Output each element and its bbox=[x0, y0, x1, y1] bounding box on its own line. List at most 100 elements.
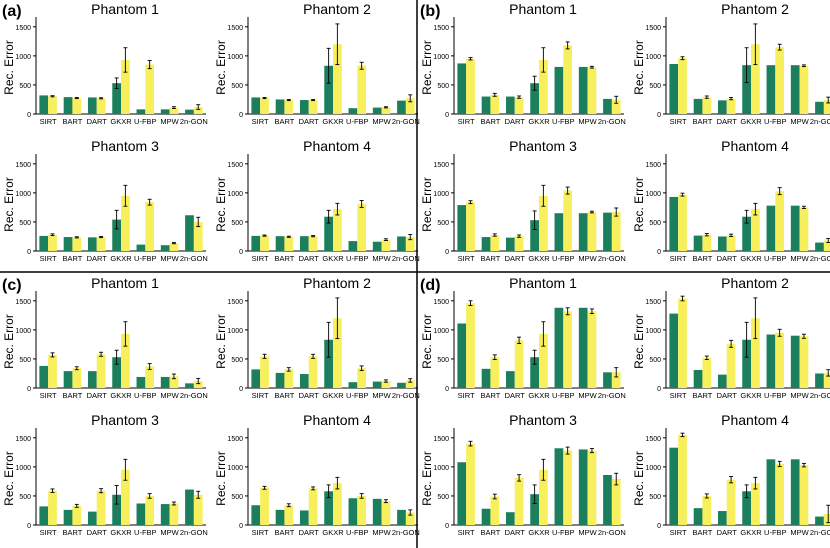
bar-series-a bbox=[136, 503, 146, 525]
bar-series-a bbox=[554, 307, 564, 388]
chart-phantom-3: Phantom 3 Rec. Error 0 500 1000 1500 SIRT BART D… bbox=[420, 412, 626, 537]
bar-series-a bbox=[372, 381, 382, 388]
x-tick-label: DART bbox=[717, 391, 738, 400]
bar-series-a bbox=[790, 459, 800, 525]
panel-label: (c) bbox=[2, 277, 22, 294]
bar-series-b bbox=[751, 483, 760, 525]
y-axis-label: Rec. Error bbox=[632, 451, 646, 506]
bar-series-b bbox=[72, 368, 82, 388]
figure-content: (a) Phantom 1 Rec. Error 0 500 1000 1500 SIRT BA… bbox=[2, 1, 830, 537]
y-axis-label: Rec. Error bbox=[214, 314, 228, 369]
y-tick-label: 1000 bbox=[645, 328, 661, 335]
y-tick-label: 1000 bbox=[227, 465, 243, 472]
chart-title: Phantom 2 bbox=[721, 275, 789, 291]
bar-series-a bbox=[603, 372, 612, 388]
y-tick-label: 1500 bbox=[433, 299, 449, 306]
bar-series-b bbox=[702, 357, 712, 388]
x-tick-label: U-FBP bbox=[346, 254, 369, 263]
bar-series-b bbox=[563, 311, 573, 388]
y-tick-label: 500 bbox=[231, 357, 243, 364]
bar-series-a bbox=[669, 447, 679, 525]
y-tick-label: 500 bbox=[649, 83, 661, 90]
x-tick-label: U-FBP bbox=[134, 391, 157, 400]
bar-series-a bbox=[160, 504, 170, 525]
bar-series-a bbox=[717, 374, 727, 388]
bar-series-b bbox=[121, 469, 130, 525]
x-tick-label: 2n-GON bbox=[180, 528, 208, 537]
x-tick-label: MPW bbox=[578, 528, 597, 537]
bar-series-b bbox=[587, 311, 597, 388]
bar-series-a bbox=[578, 449, 588, 525]
bar-series-a bbox=[39, 235, 49, 251]
bar-series-a bbox=[324, 216, 333, 251]
x-tick-label: 2n-GON bbox=[392, 254, 420, 263]
bar-series-b bbox=[405, 380, 415, 388]
bar-series-a bbox=[63, 97, 73, 114]
bar-series-b bbox=[48, 490, 57, 525]
x-tick-label: 2n-GON bbox=[810, 254, 830, 263]
bar-series-a bbox=[693, 369, 703, 388]
chart-phantom-1: Phantom 1 Rec. Error 0 500 1000 1500 SIRT BART D… bbox=[2, 1, 208, 126]
bar-series-a bbox=[348, 241, 358, 251]
bar-series-a bbox=[530, 357, 539, 388]
y-tick-label: 1500 bbox=[15, 25, 31, 32]
x-tick-label: BART bbox=[692, 117, 712, 126]
y-axis-label: Rec. Error bbox=[420, 451, 434, 506]
x-tick-label: U-FBP bbox=[764, 117, 787, 126]
x-tick-label: U-FBP bbox=[552, 117, 575, 126]
x-tick-label: MPW bbox=[578, 117, 597, 126]
bar-series-b bbox=[48, 354, 57, 388]
x-tick-label: DART bbox=[299, 391, 320, 400]
bar-series-a bbox=[112, 494, 121, 525]
bar-series-a bbox=[693, 98, 703, 114]
bar-series-b bbox=[405, 98, 415, 114]
x-tick-label: GKXR bbox=[528, 254, 550, 263]
x-tick-label: GKXR bbox=[110, 391, 132, 400]
x-tick-label: U-FBP bbox=[346, 117, 369, 126]
bar-series-a bbox=[481, 368, 491, 388]
x-tick-label: DART bbox=[299, 254, 320, 263]
x-tick-label: GKXR bbox=[528, 391, 550, 400]
bar-series-a bbox=[742, 216, 751, 251]
bar-series-b bbox=[726, 343, 736, 388]
y-tick-label: 0 bbox=[27, 112, 31, 119]
x-tick-label: SIRT bbox=[458, 117, 475, 126]
bar-series-b bbox=[121, 333, 130, 388]
x-tick-label: MPW bbox=[578, 254, 597, 263]
bar-series-a bbox=[275, 372, 285, 388]
x-tick-label: 2n-GON bbox=[180, 117, 208, 126]
bar-series-a bbox=[136, 376, 146, 388]
y-tick-label: 1500 bbox=[645, 436, 661, 443]
bar-series-b bbox=[381, 501, 391, 525]
x-tick-label: DART bbox=[87, 254, 108, 263]
x-tick-label: MPW bbox=[372, 528, 391, 537]
chart-title: Phantom 1 bbox=[509, 275, 577, 291]
bar-series-a bbox=[457, 205, 467, 251]
chart-phantom-4: Phantom 4 Rec. Error 0 500 1000 1500 SIRT BART D… bbox=[214, 412, 420, 537]
chart-phantom-3: Phantom 3 Rec. Error 0 500 1000 1500 SIRT BART D… bbox=[420, 138, 626, 263]
bar-series-b bbox=[678, 298, 687, 388]
x-tick-label: SIRT bbox=[40, 254, 57, 263]
x-tick-label: SIRT bbox=[40, 528, 57, 537]
bar-series-a bbox=[578, 213, 588, 251]
x-tick-label: U-FBP bbox=[346, 528, 369, 537]
panel-b: (b) Phantom 1 Rec. Error 0 500 1000 1500 SIRT BA… bbox=[420, 1, 830, 263]
x-tick-label: BART bbox=[480, 528, 500, 537]
y-tick-label: 1500 bbox=[15, 436, 31, 443]
x-tick-label: DART bbox=[505, 528, 526, 537]
y-tick-label: 500 bbox=[19, 220, 31, 227]
x-tick-label: SIRT bbox=[670, 254, 687, 263]
bar-series-a bbox=[185, 215, 194, 251]
bar-series-b bbox=[193, 494, 203, 525]
bar-series-b bbox=[96, 354, 106, 388]
bar-series-b bbox=[308, 488, 318, 525]
bar-series-b bbox=[381, 381, 391, 388]
y-axis-label: Rec. Error bbox=[632, 314, 646, 369]
x-tick-label: DART bbox=[299, 117, 320, 126]
panel-label: (a) bbox=[2, 3, 22, 20]
bar-series-a bbox=[669, 196, 679, 251]
y-tick-label: 1500 bbox=[15, 299, 31, 306]
bar-series-b bbox=[702, 495, 712, 525]
x-tick-label: MPW bbox=[372, 254, 391, 263]
y-tick-label: 1000 bbox=[227, 328, 243, 335]
